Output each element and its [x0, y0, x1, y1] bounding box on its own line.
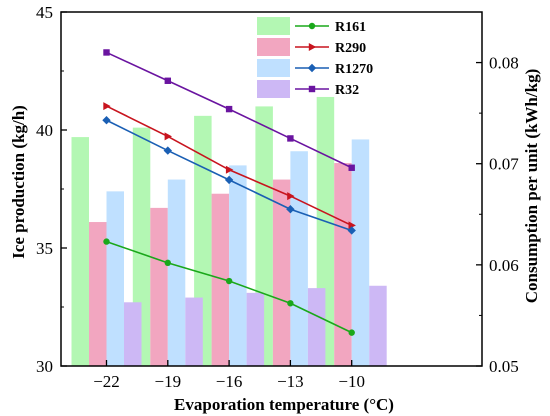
x-tick-label: −22: [93, 372, 120, 391]
legend-swatch-r161: [257, 17, 290, 35]
x-tick-label: −13: [277, 372, 304, 391]
bar-r1270: [351, 139, 370, 366]
point-r161: [348, 329, 355, 336]
y-left-tick-label: 35: [36, 239, 53, 258]
bar-r290: [89, 222, 107, 366]
legend-marker-r161: [308, 22, 316, 30]
bar-r290: [150, 207, 168, 366]
bar-r1270: [167, 179, 186, 366]
legend-marker-r290: [308, 43, 317, 51]
point-r1270: [102, 116, 111, 125]
x-tick-label: −16: [216, 372, 243, 391]
legend-swatch-r1270: [257, 59, 290, 77]
bar-r290: [334, 163, 352, 366]
bar-r32: [369, 285, 387, 366]
axis-ticks: 30 35 40 45 0.05 0.06 0.07 0.08 −22 −19 −16 −13 −10: [36, 3, 519, 391]
bar-r32: [124, 302, 142, 366]
point-r32: [225, 105, 233, 113]
line-group: [102, 49, 356, 336]
y-right-tick-label: 0.08: [489, 54, 519, 73]
legend-label-r32: R32: [335, 83, 359, 98]
x-tick-label: −10: [338, 372, 365, 391]
x-tick-label: −19: [155, 372, 182, 391]
point-r290: [103, 102, 111, 111]
point-r32: [103, 49, 110, 56]
point-r1270: [286, 205, 295, 214]
legend-label-r290: R290: [335, 41, 366, 56]
point-r1270: [163, 146, 172, 155]
point-r161: [164, 259, 171, 267]
y-left-tick-label: 30: [36, 357, 53, 376]
bar-r161: [71, 137, 89, 366]
legend-swatch-r32: [257, 80, 290, 98]
bar-r32: [307, 288, 326, 366]
bar-r1270: [290, 151, 308, 366]
point-r290: [348, 221, 356, 230]
x-axis-title: Evaporation temperature (°C): [174, 395, 394, 414]
legend-label-r161: R161: [335, 20, 366, 35]
point-r161: [103, 238, 110, 245]
legend: R161 R290 R1270 R32: [257, 17, 373, 98]
y-right-tick-label: 0.07: [489, 155, 519, 174]
point-r32: [287, 135, 294, 142]
y-axis-right-title: Consumption per unit (kWh/kg): [522, 69, 541, 303]
legend-label-r1270: R1270: [335, 62, 373, 77]
bar-r1270: [106, 191, 124, 366]
y-axis-left-title: Ice production (kg/h): [9, 105, 28, 259]
y-right-tick-label: 0.05: [489, 357, 519, 376]
point-r290: [164, 132, 172, 141]
point-r290: [225, 165, 234, 174]
legend-marker-r1270: [307, 63, 317, 73]
bar-group: [71, 96, 387, 367]
point-r161: [225, 277, 233, 285]
legend-marker-r32: [308, 85, 316, 93]
point-r32: [348, 164, 355, 171]
point-r32: [164, 77, 171, 84]
bar-r1270: [229, 165, 247, 366]
bar-r32: [185, 297, 203, 366]
y-left-tick-label: 40: [36, 121, 53, 140]
y-left-tick-label: 45: [36, 3, 53, 22]
bar-r290: [211, 193, 230, 366]
point-r1270: [224, 175, 234, 185]
point-r1270: [347, 226, 356, 235]
point-r161: [287, 300, 294, 307]
bar-r290: [272, 179, 291, 366]
y-right-tick-label: 0.06: [489, 256, 519, 275]
bar-r32: [246, 292, 265, 366]
point-r290: [287, 192, 295, 201]
legend-swatch-r290: [257, 38, 290, 56]
